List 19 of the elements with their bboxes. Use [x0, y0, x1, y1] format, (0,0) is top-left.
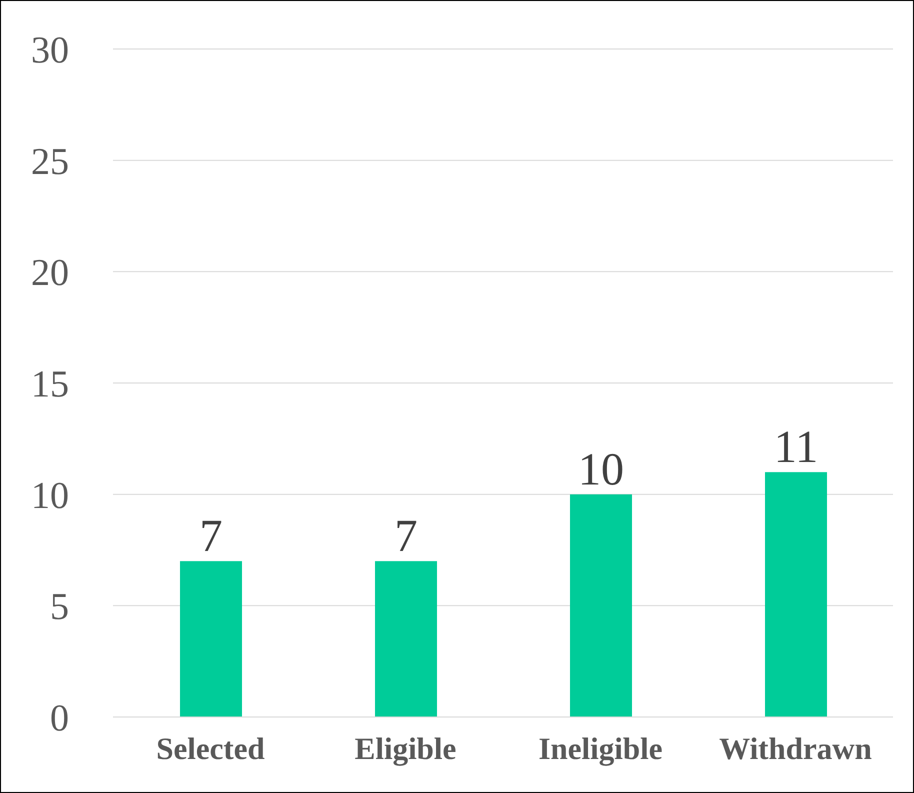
bar [765, 472, 827, 717]
y-tick-label: 15 [31, 363, 69, 406]
data-label: 11 [774, 421, 818, 472]
y-tick-label: 25 [31, 140, 69, 183]
bar [570, 494, 632, 717]
x-tick-label: Selected [156, 731, 265, 766]
y-tick-label: 10 [31, 474, 69, 517]
x-tick-label: Eligible [354, 731, 456, 766]
data-label: 7 [200, 510, 222, 562]
data-label: 7 [394, 510, 418, 562]
bar [375, 561, 437, 717]
y-tick-label: 0 [50, 697, 69, 740]
y-tick-label: 30 [31, 29, 69, 72]
y-tick-label: 20 [31, 252, 69, 294]
x-tick-label: Withdrawn [719, 731, 872, 766]
data-label: 10 [578, 443, 624, 494]
bar [180, 561, 242, 717]
x-tick-label: Ineligible [538, 731, 663, 766]
y-tick-label: 5 [50, 586, 69, 628]
